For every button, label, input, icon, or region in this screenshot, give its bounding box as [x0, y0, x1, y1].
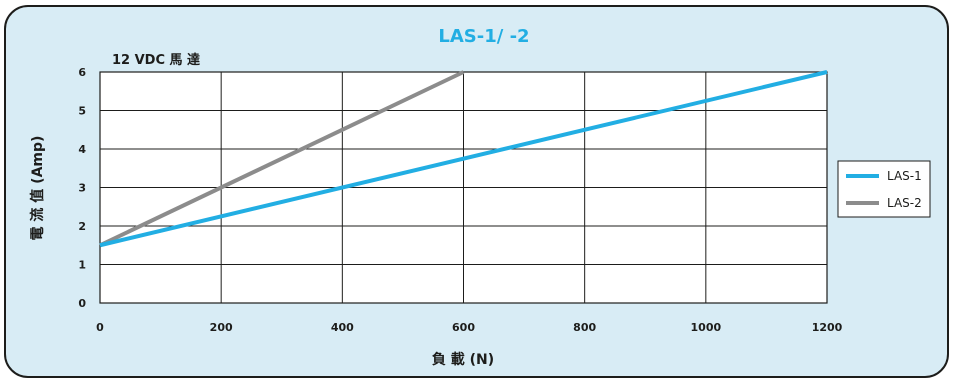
y-tick-label: 5	[78, 105, 86, 118]
legend: LAS-1 LAS-2	[837, 160, 931, 218]
x-tick-label: 600	[452, 321, 475, 334]
series-line-las-2	[99, 70, 465, 248]
y-tick-labels: 0 1 2 3 4 5 6	[78, 66, 86, 310]
x-tick-labels: 0 200 400 600 800 1000 1200	[96, 321, 842, 334]
chart-subtitle: 12 VDC 馬 達	[112, 52, 200, 68]
y-tick-label: 2	[78, 220, 86, 233]
x-tick-label: 1200	[812, 321, 843, 334]
grid-lines	[100, 72, 827, 303]
x-tick-label: 0	[96, 321, 104, 334]
y-tick-label: 3	[78, 182, 86, 195]
x-tick-label: 800	[573, 321, 596, 334]
x-tick-label: 400	[331, 321, 354, 334]
x-tick-label: 200	[210, 321, 233, 334]
y-tick-label: 6	[78, 66, 86, 79]
legend-label-las-2: LAS-2	[887, 196, 922, 210]
series-line-las-1	[99, 70, 828, 248]
legend-box	[837, 160, 931, 218]
y-tick-label: 1	[78, 259, 86, 272]
x-tick-label: 1000	[691, 321, 722, 334]
legend-label-las-1: LAS-1	[887, 169, 922, 183]
y-tick-label: 4	[78, 143, 86, 156]
y-axis-title: 電 流 值 (Amp)	[29, 136, 46, 241]
x-axis-title: 負 載 (N)	[432, 351, 494, 368]
chart-title: LAS-1/ -2	[438, 26, 529, 47]
series-lines	[99, 70, 828, 248]
y-tick-label: 0	[78, 297, 86, 310]
